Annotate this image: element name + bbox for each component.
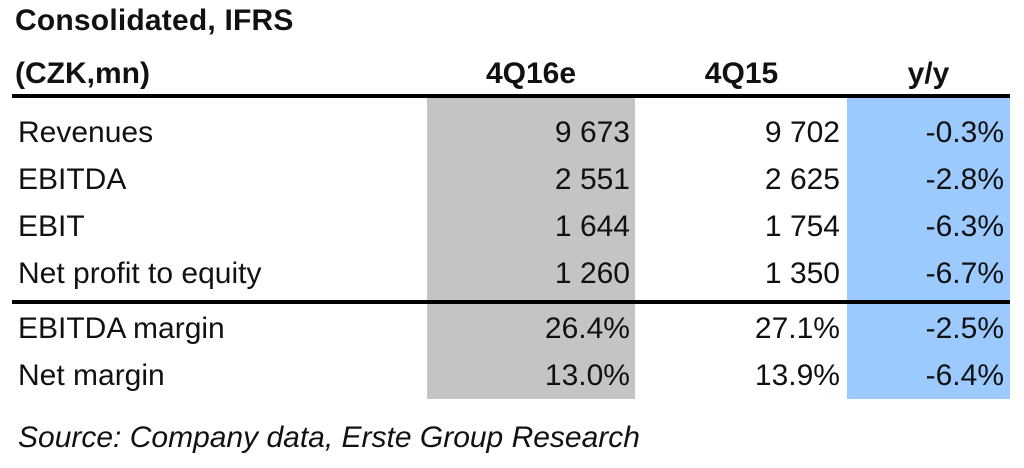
- cell-yy: -0.3%: [925, 116, 1004, 149]
- unit-header: (CZK,mn): [15, 57, 150, 90]
- yy-column-shading: [847, 97, 1010, 399]
- row-label: Net margin: [18, 359, 165, 392]
- cell-4q15: 9 702: [764, 116, 840, 149]
- row-label: Revenues: [18, 116, 154, 149]
- cell-4q16e: 1 644: [554, 210, 630, 243]
- cell-4q15: 13.9%: [754, 359, 840, 392]
- column-header-4q16e: 4Q16e: [485, 57, 577, 90]
- cell-4q15: 1 350: [764, 257, 840, 290]
- table-row-net-margin: Net margin 13.0% 13.9% -6.4%: [0, 353, 1024, 399]
- header-divider: [12, 94, 1010, 98]
- cell-4q16e: 13.0%: [544, 359, 630, 392]
- row-label: Net profit to equity: [18, 257, 262, 290]
- cell-4q16e: 26.4%: [544, 312, 630, 345]
- cell-4q16e: 9 673: [554, 116, 630, 149]
- cell-yy: -6.7%: [925, 257, 1004, 290]
- table-row-net-profit: Net profit to equity 1 260 1 350 -6.7%: [0, 251, 1024, 297]
- table-title: Consolidated, IFRS: [15, 4, 294, 37]
- cell-yy: -6.4%: [925, 359, 1004, 392]
- cell-4q16e: 2 551: [554, 163, 630, 196]
- cell-4q15: 27.1%: [754, 312, 840, 345]
- table-row-revenues: Revenues 9 673 9 702 -0.3%: [0, 110, 1024, 156]
- row-label: EBIT: [18, 210, 85, 243]
- cell-4q15: 1 754: [764, 210, 840, 243]
- table-row-ebitda-margin: EBITDA margin 26.4% 27.1% -2.5%: [0, 306, 1024, 352]
- cell-yy: -6.3%: [925, 210, 1004, 243]
- section-divider: [12, 300, 1010, 304]
- cell-4q16e: 1 260: [554, 257, 630, 290]
- row-label: EBITDA margin: [18, 312, 225, 345]
- row-label: EBITDA: [18, 163, 127, 196]
- column-header-yy: y/y: [907, 57, 950, 90]
- cell-4q15: 2 625: [764, 163, 840, 196]
- source-note: Source: Company data, Erste Group Resear…: [18, 421, 640, 454]
- table-row-ebit: EBIT 1 644 1 754 -6.3%: [0, 204, 1024, 250]
- column-header-4q15: 4Q15: [704, 57, 779, 90]
- cell-yy: -2.8%: [925, 163, 1004, 196]
- cell-yy: -2.5%: [925, 312, 1004, 345]
- estimate-column-shading: [427, 97, 635, 399]
- table-row-ebitda: EBITDA 2 551 2 625 -2.8%: [0, 157, 1024, 203]
